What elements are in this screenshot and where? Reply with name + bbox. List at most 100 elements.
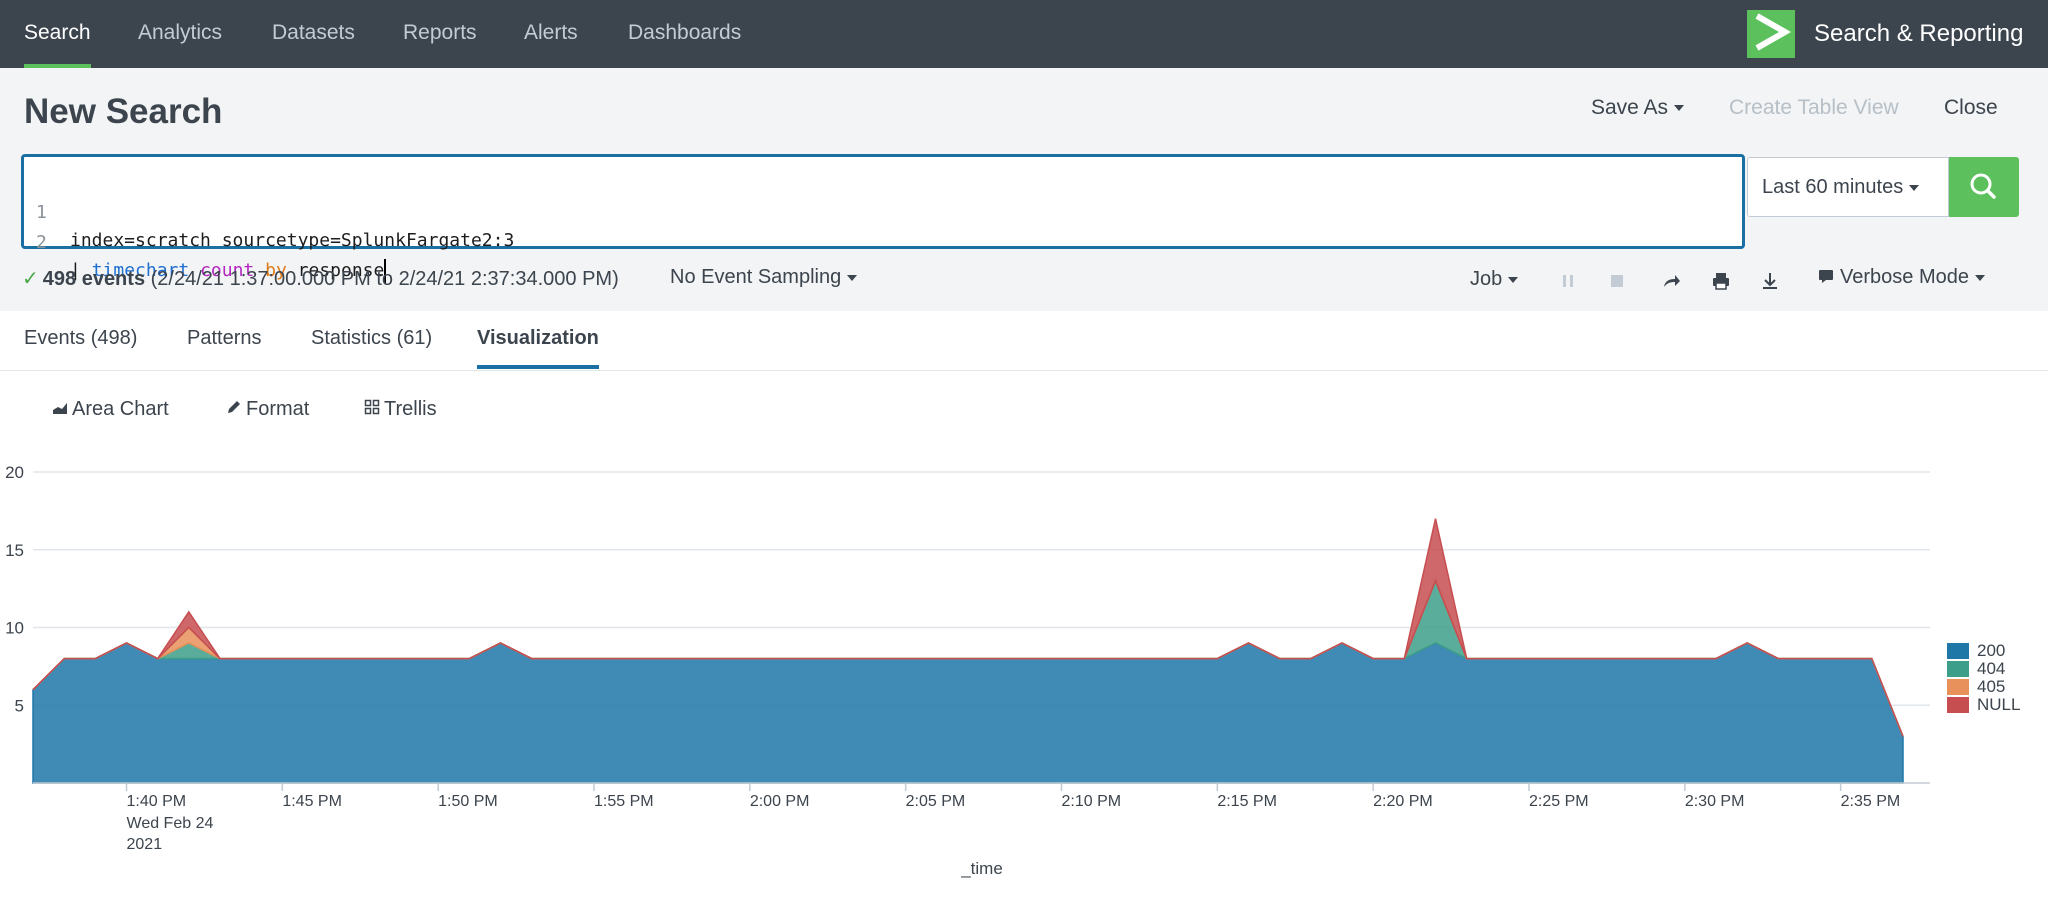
job-label: Job <box>1470 268 1503 290</box>
stop-icon[interactable] <box>1606 270 1628 292</box>
x-tick-label: 1:55 PM <box>594 793 654 810</box>
checkmark-icon: ✓ <box>22 268 39 290</box>
chart-type-label: Area Chart <box>72 398 169 420</box>
event-sampling-label: No Event Sampling <box>670 266 842 288</box>
chart-type-button[interactable]: Area Chart <box>52 396 169 422</box>
nav-search[interactable]: Search <box>24 0 91 68</box>
trellis-button[interactable]: Trellis <box>364 396 437 422</box>
x-tick-label: 2:00 PM <box>750 793 810 810</box>
x-tick-label: 2:30 PM <box>1685 793 1745 810</box>
time-range-text: (2/24/21 1:37:00.000 PM to 2/24/21 2:37:… <box>150 268 619 290</box>
tab-events[interactable]: Events (498) <box>24 327 138 349</box>
chevron-down-icon <box>1909 184 1920 191</box>
argument-token: response <box>297 260 385 281</box>
editor-line-2: 2 | timechart count by response <box>24 201 387 283</box>
function-token: count <box>200 260 255 281</box>
search-button[interactable] <box>1949 157 2019 217</box>
format-button[interactable]: Format <box>226 396 309 422</box>
query-text: index=scratch sourcetype=SplunkFargate2:… <box>70 230 515 251</box>
event-count: 498 events <box>42 268 146 290</box>
time-range-label: Last 60 minutes <box>1762 176 1904 198</box>
export-icon[interactable] <box>1759 270 1781 292</box>
x-axis-title: _time <box>960 859 1003 878</box>
pipe-token: | <box>70 260 92 281</box>
time-range-picker[interactable]: Last 60 minutes <box>1747 157 1949 217</box>
chart-legend: 200 404 405 NULL <box>1947 642 2020 714</box>
legend-swatch <box>1947 661 1969 677</box>
x-tick-label: 1:45 PM <box>282 793 342 810</box>
create-table-view-button: Create Table View <box>1729 96 1899 119</box>
tab-statistics[interactable]: Statistics (61) <box>311 327 433 349</box>
tab-visualization[interactable]: Visualization <box>477 311 599 369</box>
legend-swatch <box>1947 697 1969 713</box>
query-text: | timechart count by response <box>70 257 387 285</box>
x-tick-label: 1:40 PM <box>127 793 187 810</box>
nav-datasets[interactable]: Datasets <box>272 21 355 44</box>
tab-patterns[interactable]: Patterns <box>187 327 262 349</box>
print-icon[interactable] <box>1710 270 1732 292</box>
x-tick-sublabel: Wed Feb 24 <box>127 815 214 832</box>
pencil-icon <box>228 401 240 413</box>
keyword-token: by <box>265 260 287 281</box>
save-as-label: Save As <box>1591 96 1669 119</box>
area-chart-icon <box>53 403 67 414</box>
legend-label: NULL <box>1977 695 2021 714</box>
trellis-label: Trellis <box>384 398 437 420</box>
x-tick-label: 2:05 PM <box>906 793 966 810</box>
event-sampling-dropdown[interactable]: No Event Sampling <box>670 266 858 289</box>
search-query-editor[interactable]: 1 index=scratch sourcetype=SplunkFargate… <box>21 154 1745 283</box>
chevron-down-icon <box>1974 274 1985 281</box>
chevron-down-icon <box>847 274 858 281</box>
job-menu[interactable]: Job <box>1470 268 1519 291</box>
x-tick-label: 2:10 PM <box>1062 793 1122 810</box>
legend-swatch <box>1947 643 1969 659</box>
legend-item-405[interactable]: 405 <box>1947 678 2020 696</box>
legend-label: 405 <box>1977 677 2006 696</box>
area-chart: 5 10 15 20 1:40 PM Wed Feb 24 2021 1:45 PM 1:50 … <box>5 463 1930 878</box>
results-tabs: Events (498) Patterns Statistics (61) Vi… <box>0 311 2048 371</box>
mode-icon <box>1819 270 1833 283</box>
close-button[interactable]: Close <box>1944 96 1998 119</box>
splunk-chevron-logo-icon <box>1747 10 1795 58</box>
pause-icon[interactable] <box>1557 270 1579 292</box>
grid-icon <box>364 399 380 415</box>
line-number: 2 <box>36 232 47 253</box>
legend-label: 404 <box>1977 659 2006 678</box>
line-number: 1 <box>36 202 47 223</box>
x-tick-label: 2:35 PM <box>1841 793 1901 810</box>
editor-line-1: 1 index=scratch sourcetype=SplunkFargate… <box>24 171 514 251</box>
x-tick-label: 2:15 PM <box>1217 793 1277 810</box>
save-as-button[interactable]: Save As <box>1591 96 1685 120</box>
legend-item-null[interactable]: NULL <box>1947 696 2020 714</box>
share-icon[interactable] <box>1660 270 1682 292</box>
y-tick-label: 20 <box>5 463 24 482</box>
search-mode-dropdown[interactable]: Verbose Mode <box>1818 266 1985 289</box>
legend-item-404[interactable]: 404 <box>1947 660 2020 678</box>
y-tick-label: 15 <box>5 541 24 560</box>
y-tick-label: 10 <box>5 619 24 638</box>
chevron-down-icon <box>1508 276 1519 283</box>
legend-swatch <box>1947 679 1969 695</box>
search-mode-label: Verbose Mode <box>1840 266 1969 288</box>
x-tick-label: 2:20 PM <box>1373 793 1433 810</box>
x-tick-label: 2:25 PM <box>1529 793 1589 810</box>
x-tick-sublabel: 2021 <box>127 836 163 853</box>
job-status: ✓ 498 events (2/24/21 1:37:00.000 PM to 2… <box>22 266 619 291</box>
y-tick-label: 5 <box>15 696 24 715</box>
app-title[interactable]: Search & Reporting <box>1814 20 2024 47</box>
nav-analytics[interactable]: Analytics <box>138 21 223 44</box>
chevron-down-icon <box>1674 105 1685 112</box>
text-cursor <box>384 259 387 283</box>
page-title: New Search <box>24 92 223 131</box>
legend-label: 200 <box>1977 641 2006 660</box>
format-label: Format <box>246 398 310 420</box>
nav-alerts[interactable]: Alerts <box>524 21 578 44</box>
nav-reports[interactable]: Reports <box>403 21 477 44</box>
legend-item-200[interactable]: 200 <box>1947 642 2020 660</box>
top-nav: Search Analytics Datasets Reports Alerts… <box>0 0 2048 68</box>
x-tick-label: 1:50 PM <box>438 793 498 810</box>
nav-dashboards[interactable]: Dashboards <box>628 21 742 44</box>
magnifier-icon <box>1970 173 1996 199</box>
area-series-200 <box>32 642 1904 784</box>
command-token: timechart <box>91 260 190 281</box>
